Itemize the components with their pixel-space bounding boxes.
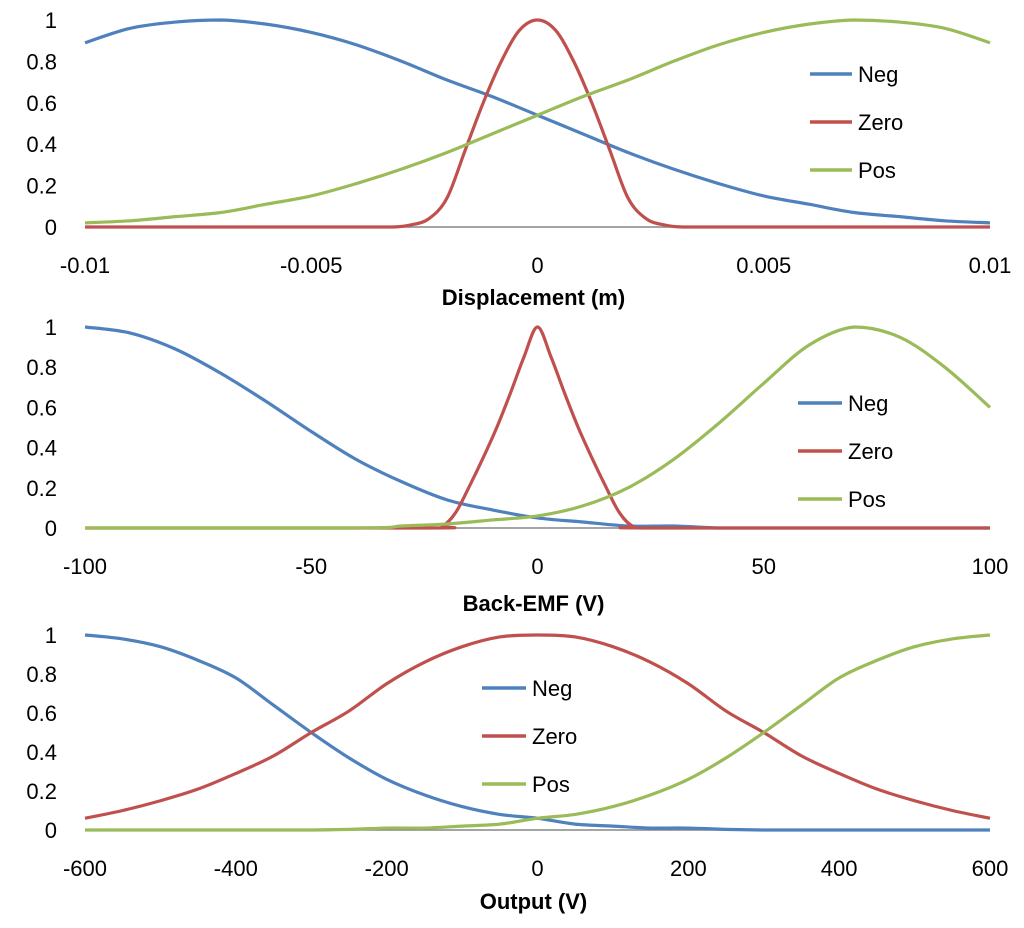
y-tick-label: 0 (45, 516, 57, 541)
x-tick-label: -0.005 (280, 253, 342, 278)
series-line-neg (84, 633, 990, 832)
legend-label-neg: Neg (532, 676, 572, 701)
x-axis-title: Output (V) (480, 889, 588, 914)
x-tick-label: -400 (214, 856, 258, 881)
y-tick-label: 0.6 (26, 91, 57, 116)
y-tick-label: 0.8 (26, 355, 57, 380)
x-tick-label: 600 (972, 856, 1009, 881)
legend-label-neg: Neg (848, 391, 888, 416)
y-tick-label: 0.8 (26, 49, 57, 74)
x-tick-label: -200 (365, 856, 409, 881)
y-tick-label: 1 (45, 623, 57, 648)
x-tick-label: 0 (531, 554, 543, 579)
series-line-pos (85, 325, 992, 530)
series-line-zero (84, 18, 990, 229)
legend-label-zero: Zero (532, 724, 577, 749)
y-tick-label: 0.6 (26, 701, 57, 726)
chart-panel-2: 0 0.2 0.4 0.6 0.8 1 -100 -50 0 50 100 Back-EMF (V) N… (26, 315, 1008, 616)
y-tick-label: 0.2 (26, 174, 57, 199)
y-tick-label: 0.2 (26, 476, 57, 501)
x-tick-label: 200 (670, 856, 707, 881)
x-tick-label: -600 (63, 856, 107, 881)
series-line-pos (84, 18, 991, 225)
x-tick-label: 400 (821, 856, 858, 881)
chart-panel-3: 0 0.2 0.4 0.6 0.8 1 -600 -400 -200 0 200 400 600 Outp… (26, 623, 1008, 914)
x-tick-label: 0.01 (969, 253, 1012, 278)
x-tick-label: 100 (972, 554, 1009, 579)
legend-label-pos: Pos (858, 158, 896, 183)
y-tick-label: 0.2 (26, 779, 57, 804)
x-tick-label: -100 (63, 554, 107, 579)
y-tick-label: 0.4 (26, 740, 57, 765)
y-tick-label: 1 (45, 315, 57, 340)
x-tick-label: -50 (295, 554, 327, 579)
y-tick-label: 0.6 (26, 395, 57, 420)
y-tick-label: 0 (45, 818, 57, 843)
y-tick-label: 1 (45, 8, 57, 33)
series-line-zero (84, 633, 991, 820)
series-line-pos (85, 633, 991, 832)
y-tick-label: 0.4 (26, 436, 57, 461)
x-tick-label: 0 (531, 856, 543, 881)
x-tick-label: 0.005 (736, 253, 791, 278)
x-axis-title: Displacement (m) (442, 285, 625, 310)
x-tick-label: 0 (531, 253, 543, 278)
y-tick-label: 0 (45, 215, 57, 240)
legend-label-zero: Zero (848, 439, 893, 464)
legend-label-pos: Pos (848, 487, 886, 512)
legend-label-zero: Zero (858, 110, 903, 135)
chart-panel-1: 0 0.2 0.4 0.6 0.8 1 -0.01 -0.005 0 0.005 0.01 Displ… (26, 8, 1011, 310)
legend-label-neg: Neg (858, 62, 898, 87)
legend-label-pos: Pos (532, 772, 570, 797)
series-line-neg (84, 18, 991, 225)
x-tick-label: -0.01 (60, 253, 110, 278)
x-tick-label: 50 (752, 554, 776, 579)
x-axis-title: Back-EMF (V) (463, 591, 605, 616)
y-tick-label: 0.8 (26, 662, 57, 687)
y-tick-label: 0.4 (26, 132, 57, 157)
series-line-zero (85, 325, 990, 530)
